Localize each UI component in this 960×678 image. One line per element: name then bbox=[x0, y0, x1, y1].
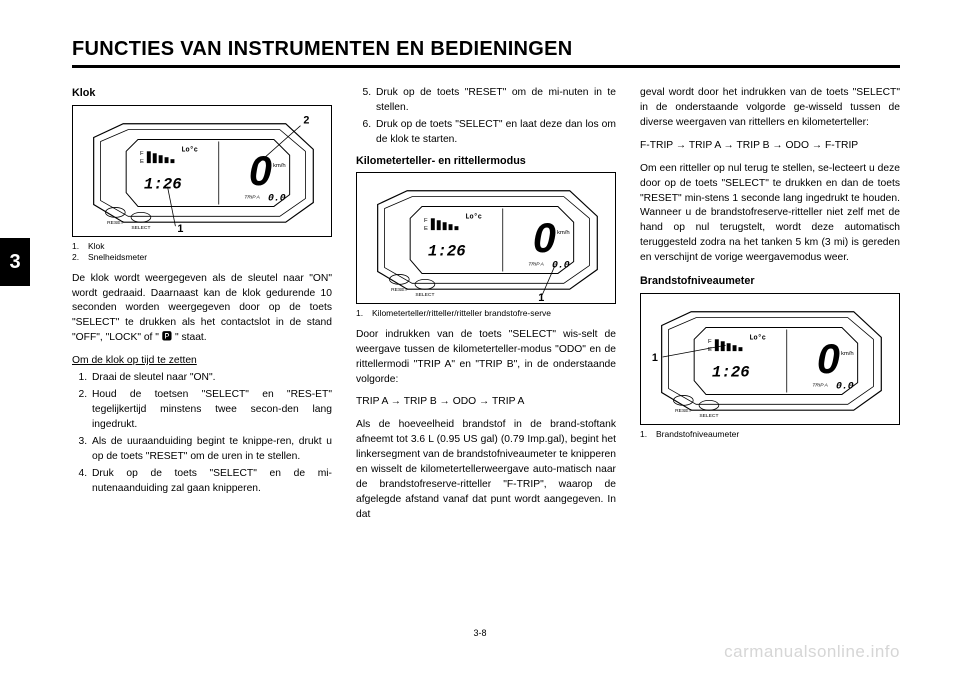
caption-num: 1. bbox=[640, 429, 652, 440]
svg-text:0: 0 bbox=[817, 336, 840, 382]
svg-text:F: F bbox=[708, 339, 712, 345]
step: Als de uuraanduiding begint te knippe-re… bbox=[90, 435, 332, 465]
svg-text:RESET: RESET bbox=[107, 220, 123, 226]
figure-odo: Lo°c E F 1:26 0 km/h TRIP A 0.0 RESET bbox=[356, 172, 616, 304]
svg-text:km/h: km/h bbox=[841, 351, 854, 357]
caption-num: 1. bbox=[356, 308, 368, 319]
step: Draai de sleutel naar "ON". bbox=[90, 371, 332, 386]
subhead-fuel: Brandstofniveaumeter bbox=[640, 274, 900, 290]
sequence: F-TRIP → TRIP A → TRIP B → ODO → F-TRIP bbox=[640, 139, 900, 154]
manual-page: 3 FUNCTIES VAN INSTRUMENTEN EN BEDIENING… bbox=[0, 0, 960, 678]
caption-text: Brandstofniveaumeter bbox=[656, 429, 739, 440]
svg-text:0: 0 bbox=[249, 147, 272, 193]
step: Druk op de toets "SELECT" en de mi-nuten… bbox=[90, 467, 332, 497]
svg-text:1:26: 1:26 bbox=[712, 364, 750, 382]
caption-item: 1. Klok bbox=[72, 241, 332, 252]
figure-caption-list: 1. Klok 2. Snelheidsmeter bbox=[72, 241, 332, 264]
caption-text: Klok bbox=[88, 241, 105, 252]
svg-text:1:26: 1:26 bbox=[144, 175, 182, 193]
column-right: geval wordt door het indrukken van de to… bbox=[640, 86, 900, 531]
figure-caption-list: 1. Brandstofniveaumeter bbox=[640, 429, 900, 440]
column-left: Klok Lo°c E F bbox=[72, 86, 332, 531]
page-title: FUNCTIES VAN INSTRUMENTEN EN BEDIENINGEN bbox=[72, 38, 900, 61]
subhead-klok: Klok bbox=[72, 86, 332, 102]
caption-item: 1. Kilometerteller/ritteller/ritteller b… bbox=[356, 308, 616, 319]
svg-text:RESET: RESET bbox=[391, 288, 407, 294]
paragraph: De klok wordt weergegeven als de sleutel… bbox=[72, 272, 332, 347]
figure-fuel: Lo°c E F 1:26 0 km/h TRIP A 0.0 RESET bbox=[640, 293, 900, 425]
step: Houd de toetsen "SELECT" en "RES-ET" teg… bbox=[90, 388, 332, 433]
svg-text:km/h: km/h bbox=[557, 230, 570, 236]
caption-item: 2. Snelheidsmeter bbox=[72, 252, 332, 263]
svg-text:SELECT: SELECT bbox=[699, 413, 718, 419]
content-columns: Klok Lo°c E F bbox=[72, 86, 900, 531]
svg-text:Lo°c: Lo°c bbox=[749, 333, 766, 342]
sequence: TRIP A → TRIP B → ODO → TRIP A bbox=[356, 395, 616, 410]
procedure-heading: Om de klok op tijd te zetten bbox=[72, 354, 332, 369]
svg-text:RESET: RESET bbox=[675, 408, 691, 414]
svg-text:0.0: 0.0 bbox=[552, 260, 570, 271]
svg-text:F: F bbox=[140, 151, 144, 157]
paragraph: Om een ritteller op nul terug te stellen… bbox=[640, 162, 900, 266]
subhead-odo: Kilometerteller- en rittellermodus bbox=[356, 154, 616, 170]
svg-text:1: 1 bbox=[177, 223, 183, 235]
svg-text:Lo°c: Lo°c bbox=[181, 145, 198, 154]
svg-text:2: 2 bbox=[303, 114, 309, 126]
paragraph: Door indrukken van de toets "SELECT" wis… bbox=[356, 328, 616, 388]
svg-text:km/h: km/h bbox=[273, 163, 286, 169]
svg-text:0.0: 0.0 bbox=[268, 192, 286, 203]
svg-text:SELECT: SELECT bbox=[131, 225, 150, 231]
svg-text:TRIP A: TRIP A bbox=[244, 194, 260, 200]
svg-text:TRIP A: TRIP A bbox=[812, 382, 828, 388]
step: Druk op de toets "SELECT" en laat deze d… bbox=[374, 118, 616, 148]
svg-text:1: 1 bbox=[538, 292, 544, 303]
svg-text:E: E bbox=[424, 226, 428, 232]
paragraph: geval wordt door het indrukken van de to… bbox=[640, 86, 900, 131]
svg-text:E: E bbox=[140, 159, 144, 165]
chapter-tab: 3 bbox=[0, 238, 30, 286]
svg-text:1: 1 bbox=[652, 352, 658, 364]
figure-caption-list: 1. Kilometerteller/ritteller/ritteller b… bbox=[356, 308, 616, 319]
svg-text:F: F bbox=[424, 219, 428, 225]
paragraph: Als de hoeveelheid brandstof in de brand… bbox=[356, 418, 616, 522]
procedure-steps: Draai de sleutel naar "ON". Houd de toet… bbox=[72, 371, 332, 496]
svg-text:1:26: 1:26 bbox=[428, 243, 466, 261]
step: Druk op de toets "RESET" om de mi-nuten … bbox=[374, 86, 616, 116]
svg-text:TRIP A: TRIP A bbox=[528, 262, 544, 268]
page-header: FUNCTIES VAN INSTRUMENTEN EN BEDIENINGEN bbox=[72, 38, 900, 68]
caption-text: Snelheidsmeter bbox=[88, 252, 147, 263]
caption-item: 1. Brandstofniveaumeter bbox=[640, 429, 900, 440]
svg-text:0.0: 0.0 bbox=[836, 380, 854, 391]
chapter-number: 3 bbox=[9, 251, 20, 274]
svg-text:SELECT: SELECT bbox=[415, 292, 434, 298]
svg-text:Lo°c: Lo°c bbox=[465, 213, 482, 222]
figure-klok: Lo°c E F 1:26 0 km/h TRIP A 0.0 bbox=[72, 105, 332, 237]
caption-text: Kilometerteller/ritteller/ritteller bran… bbox=[372, 308, 551, 319]
caption-num: 1. bbox=[72, 241, 84, 252]
caption-num: 2. bbox=[72, 252, 84, 263]
page-footer: 3-8 bbox=[0, 628, 960, 638]
watermark: carmanualsonline.info bbox=[724, 642, 900, 662]
column-middle: Druk op de toets "RESET" om de mi-nuten … bbox=[356, 86, 616, 531]
svg-text:0: 0 bbox=[533, 215, 556, 261]
procedure-steps-cont: Druk op de toets "RESET" om de mi-nuten … bbox=[356, 86, 616, 148]
